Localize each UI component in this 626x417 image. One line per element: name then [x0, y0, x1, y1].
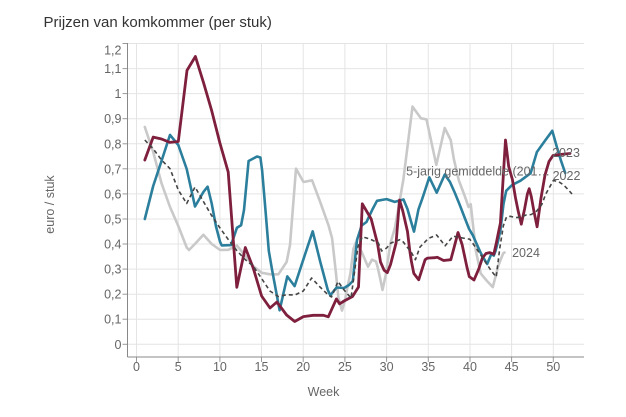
svg-text:35: 35	[421, 360, 435, 374]
svg-text:0,9: 0,9	[104, 112, 121, 126]
svg-text:Week: Week	[308, 385, 340, 399]
svg-text:2022: 2022	[553, 169, 581, 183]
svg-text:5-jarig gemiddelde (201…: 5-jarig gemiddelde (201…	[406, 165, 550, 179]
svg-text:0,6: 0,6	[104, 187, 121, 201]
svg-text:2024: 2024	[512, 246, 540, 260]
svg-text:2023: 2023	[552, 146, 580, 160]
svg-text:0: 0	[133, 360, 140, 374]
svg-text:20: 20	[296, 360, 310, 374]
svg-text:0: 0	[115, 338, 122, 352]
svg-text:0,7: 0,7	[104, 162, 121, 176]
svg-text:15: 15	[255, 360, 269, 374]
svg-text:0,5: 0,5	[104, 213, 121, 227]
svg-text:0,2: 0,2	[104, 288, 121, 302]
svg-text:50: 50	[546, 360, 560, 374]
svg-text:40: 40	[463, 360, 477, 374]
svg-text:0,3: 0,3	[104, 263, 121, 277]
svg-text:Prijzen van komkommer (per stu: Prijzen van komkommer (per stuk)	[44, 14, 272, 31]
svg-text:0,8: 0,8	[104, 137, 121, 151]
svg-text:10: 10	[213, 360, 227, 374]
svg-text:5: 5	[175, 360, 182, 374]
svg-text:0,1: 0,1	[104, 313, 121, 327]
svg-text:25: 25	[338, 360, 352, 374]
svg-text:euro / stuk: euro / stuk	[43, 175, 57, 234]
svg-text:1,2: 1,2	[104, 44, 121, 58]
svg-text:30: 30	[380, 360, 394, 374]
svg-text:1,1: 1,1	[104, 62, 121, 76]
svg-text:0,4: 0,4	[104, 238, 121, 252]
svg-text:1: 1	[115, 87, 122, 101]
svg-text:45: 45	[505, 360, 519, 374]
